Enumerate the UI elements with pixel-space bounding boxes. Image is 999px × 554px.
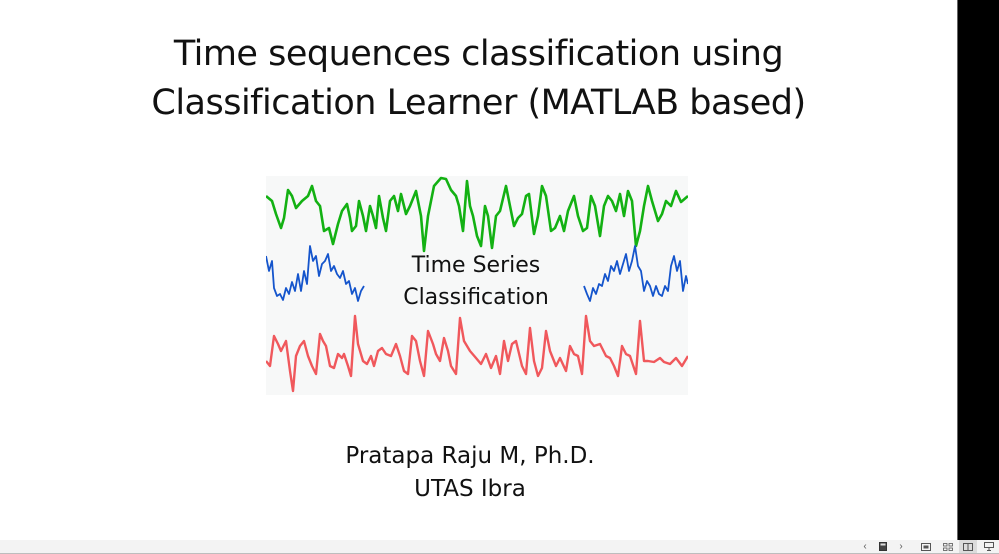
slide-sorter-button[interactable] bbox=[939, 540, 957, 553]
slide-show-button[interactable] bbox=[980, 540, 998, 553]
previous-slide-button[interactable]: ‹ bbox=[856, 540, 874, 553]
title-line-1: Time sequences classification using bbox=[173, 34, 784, 74]
figure-label-line-1: Time Series bbox=[411, 253, 541, 278]
presenter-icon bbox=[984, 542, 994, 551]
status-bar: ‹ › bbox=[0, 540, 999, 554]
chevron-left-icon: ‹ bbox=[863, 541, 867, 552]
figure-label: Time Series Classification bbox=[376, 250, 576, 314]
green-waveform bbox=[266, 176, 688, 253]
time-series-figure: Time Series Classification bbox=[266, 176, 688, 395]
blue-waveform-right bbox=[583, 245, 688, 302]
normal-view-button[interactable] bbox=[917, 540, 935, 553]
author-block: Pratapa Raju M, Ph.D. UTAS Ibra bbox=[0, 440, 940, 506]
chevron-right-icon: › bbox=[899, 541, 903, 552]
reading-view-button[interactable] bbox=[959, 540, 977, 553]
slide-title: Time sequences classification using Clas… bbox=[0, 30, 957, 128]
figure-label-line-2: Classification bbox=[403, 285, 549, 310]
red-waveform bbox=[266, 314, 688, 393]
author-name: Pratapa Raju M, Ph.D. bbox=[345, 443, 595, 469]
title-line-2: Classification Learner (MATLAB based) bbox=[151, 83, 806, 123]
side-black-panel bbox=[957, 0, 999, 540]
author-affiliation: UTAS Ibra bbox=[414, 476, 526, 502]
normal-view-icon bbox=[921, 542, 931, 551]
next-slide-button[interactable]: › bbox=[892, 540, 910, 553]
slide-thumbnail-button[interactable] bbox=[874, 540, 892, 553]
slide-sorter-icon bbox=[943, 542, 953, 551]
reading-view-icon bbox=[963, 542, 973, 551]
slide-icon bbox=[879, 542, 887, 551]
waveform-graphic bbox=[266, 176, 688, 393]
slide-canvas: Time sequences classification using Clas… bbox=[0, 30, 957, 506]
blue-waveform-left bbox=[266, 245, 365, 302]
